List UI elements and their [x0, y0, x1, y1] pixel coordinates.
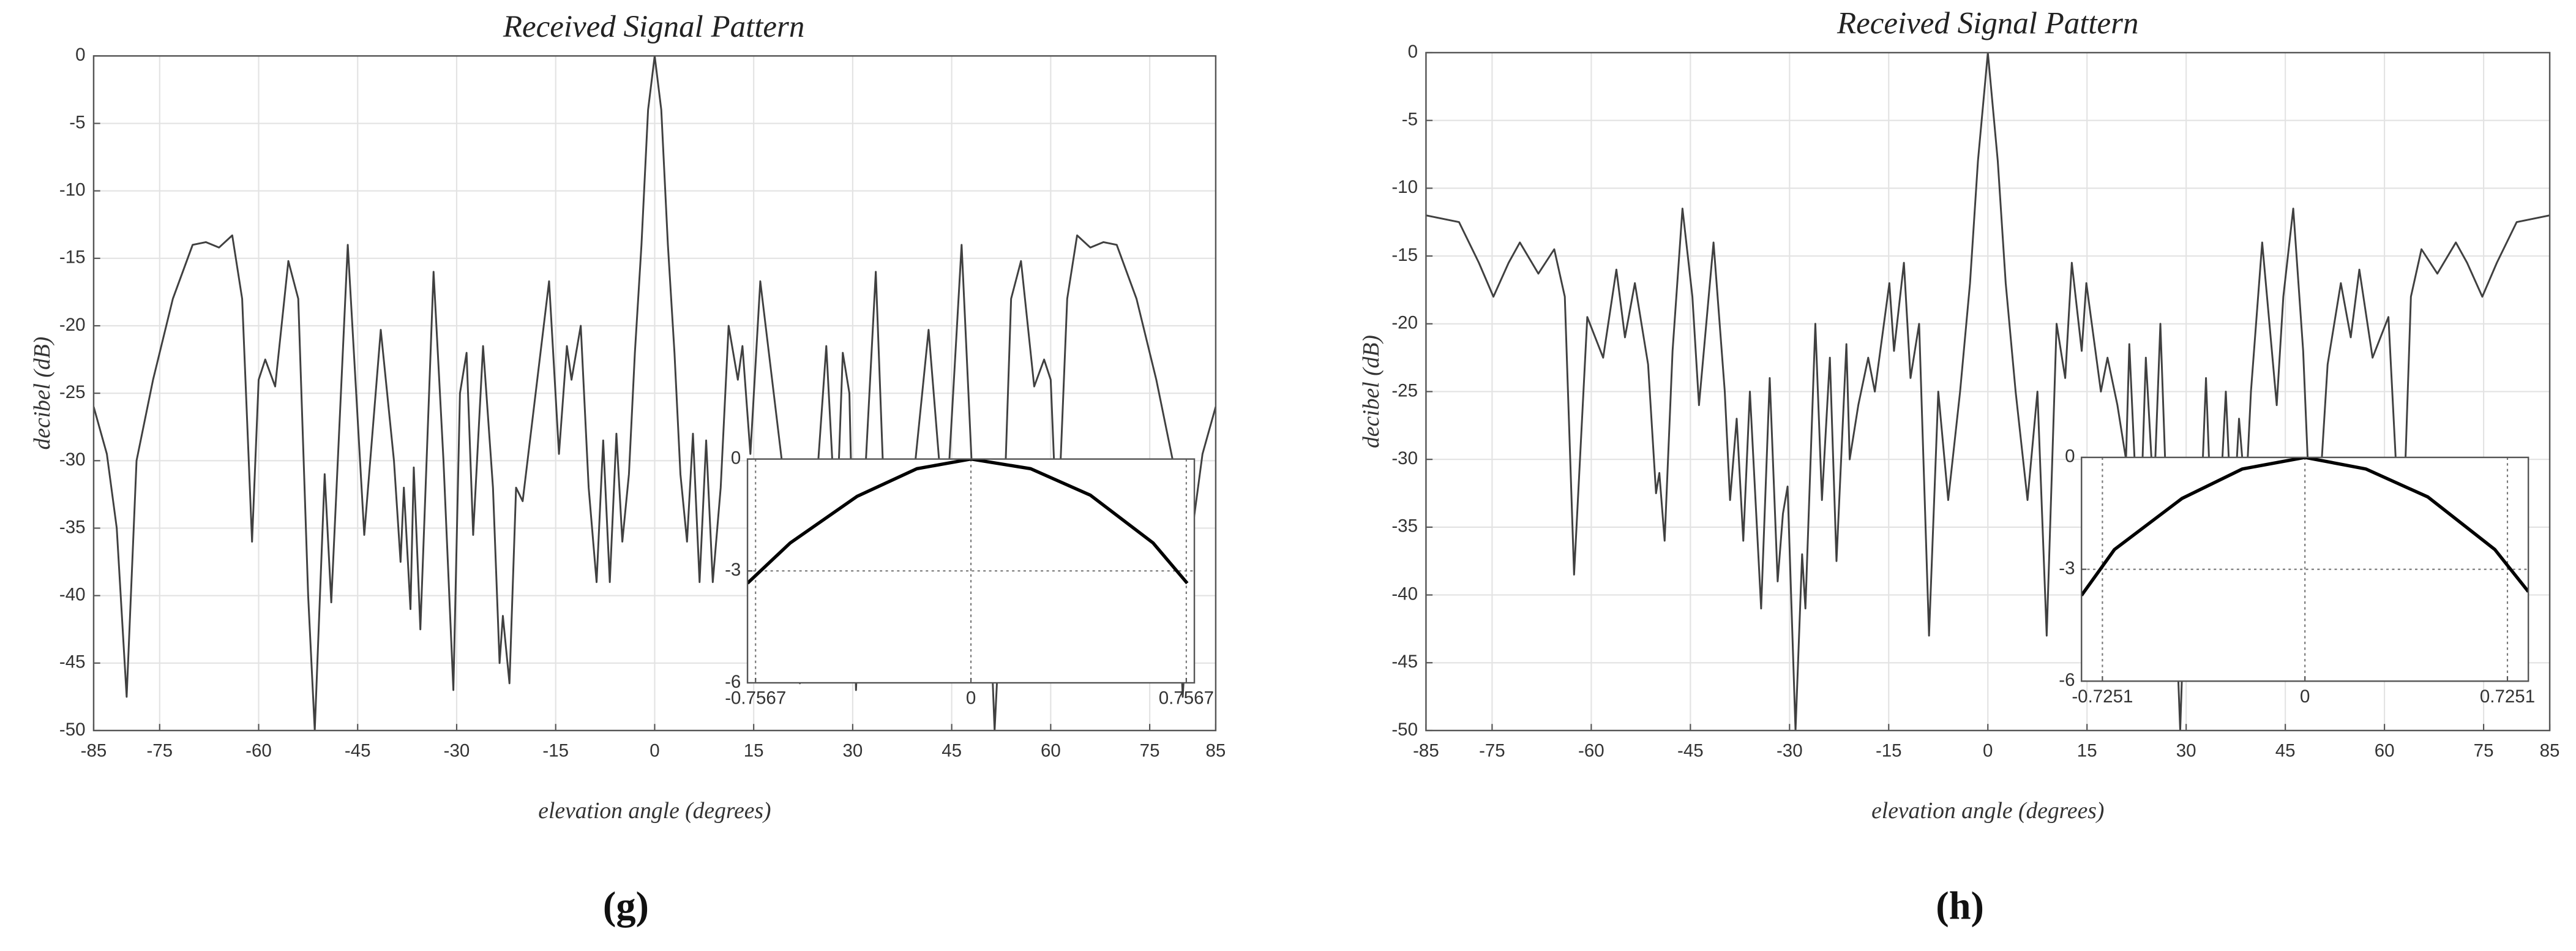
x-tick-label: 75 [2474, 741, 2494, 761]
x-tick-label: 85 [1206, 741, 1226, 761]
x-tick-label: 85 [2540, 741, 2560, 761]
y-tick-label: -10 [59, 179, 86, 200]
chart-title: Received Signal Pattern [1837, 7, 2139, 41]
x-tick-label: -60 [245, 741, 272, 761]
y-tick-label: -5 [1402, 109, 1418, 129]
inset-y-tick-label: 0 [731, 448, 741, 468]
x-tick-label: -75 [1479, 741, 1505, 761]
caption: (h) [1936, 884, 1984, 928]
y-tick-label: -20 [1391, 313, 1418, 333]
x-tick-label: -15 [1876, 741, 1902, 761]
inset-y-tick-label: -6 [725, 672, 741, 692]
inset-line [2081, 457, 2529, 596]
y-tick-label: -5 [69, 112, 85, 132]
x-tick-label: 15 [744, 741, 764, 761]
y-tick-label: -50 [1391, 720, 1418, 740]
x-tick-label: 0 [1983, 741, 1993, 761]
inset-x-tick-label: 0.7567 [1159, 688, 1214, 709]
y-axis-label: decibel (dB) [1359, 335, 1384, 448]
inset-y-tick-label: -6 [2059, 670, 2075, 690]
x-tick-label: -30 [444, 741, 470, 761]
x-tick-label: 30 [2176, 741, 2196, 761]
y-tick-label: -50 [59, 720, 86, 740]
x-tick-label: -30 [1777, 741, 1803, 761]
x-tick-label: -85 [1413, 741, 1439, 761]
x-tick-label: 45 [942, 741, 962, 761]
x-axis-label: elevation angle (degrees) [538, 799, 771, 824]
x-tick-label: 45 [2275, 741, 2296, 761]
x-tick-label: 60 [2375, 741, 2395, 761]
y-tick-label: -45 [59, 652, 86, 672]
inset-x-tick-label: -0.7567 [725, 688, 786, 709]
inset-line [747, 459, 1189, 585]
x-tick-label: 30 [842, 741, 863, 761]
inset-y-tick-label: 0 [2065, 446, 2075, 467]
inset-x-tick-label: 0 [2300, 686, 2310, 707]
y-tick-label: -25 [59, 382, 86, 402]
y-tick-label: -20 [59, 315, 86, 335]
y-tick-label: -30 [59, 449, 86, 470]
x-tick-label: -45 [1677, 741, 1704, 761]
y-tick-label: -45 [1391, 652, 1418, 672]
y-tick-label: -40 [59, 584, 86, 604]
x-tick-label: 60 [1041, 741, 1061, 761]
y-tick-label: -15 [59, 247, 86, 268]
y-axis-label: decibel (dB) [30, 337, 55, 450]
y-tick-label: 0 [75, 45, 85, 65]
inset-x-tick-label: -0.7251 [2072, 686, 2133, 707]
inset-frame [2081, 456, 2529, 682]
y-tick-label: -30 [1391, 448, 1418, 468]
inset-x-tick-label: 0 [966, 688, 976, 709]
caption: (g) [603, 884, 649, 928]
plot-frame [1425, 51, 2551, 732]
inset-y-tick-label: -3 [2059, 558, 2075, 578]
signal-line [1426, 52, 2550, 731]
x-tick-label: 0 [650, 741, 659, 761]
y-tick-label: -15 [1391, 245, 1418, 265]
inset-y-tick-label: -3 [725, 560, 741, 580]
y-tick-label: -40 [1391, 584, 1418, 604]
y-tick-label: 0 [1408, 42, 1418, 62]
y-tick-label: -10 [1391, 177, 1418, 197]
x-tick-label: -85 [81, 741, 107, 761]
inset-x-tick-label: 0.7251 [2480, 686, 2535, 707]
x-tick-label: -60 [1578, 741, 1604, 761]
x-tick-label: -75 [146, 741, 173, 761]
y-tick-label: -35 [1391, 516, 1418, 536]
x-tick-label: -45 [345, 741, 371, 761]
plot-frame [92, 55, 1217, 732]
y-tick-label: -25 [1391, 380, 1418, 400]
x-tick-label: 75 [1140, 741, 1160, 761]
chart-title: Received Signal Pattern [503, 10, 805, 44]
inset-frame [746, 458, 1196, 684]
x-tick-label: 15 [2077, 741, 2097, 761]
y-tick-label: -35 [59, 517, 86, 537]
x-axis-label: elevation angle (degrees) [1871, 799, 2104, 824]
x-tick-label: -15 [542, 741, 569, 761]
